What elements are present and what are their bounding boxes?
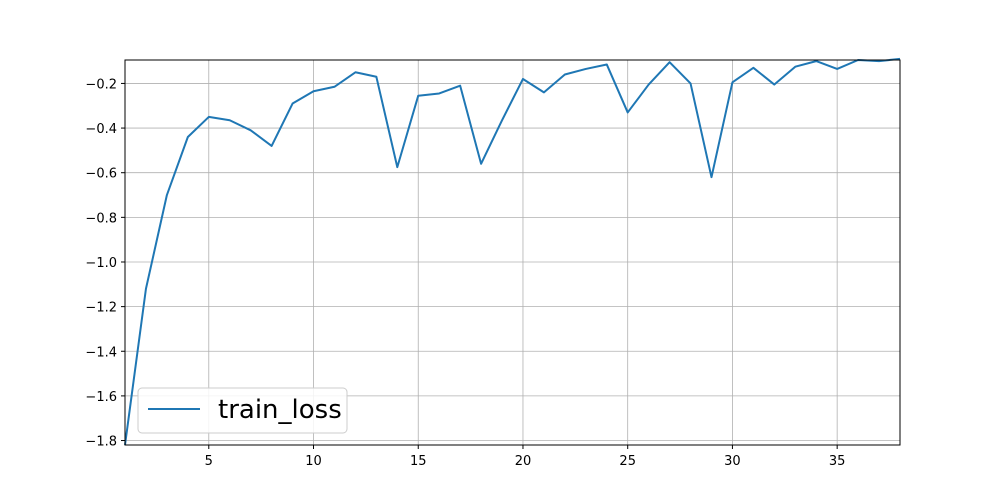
x-axis: 5 10 15 20 25 30 35 — [205, 445, 846, 469]
y-tick-label: −1.0 — [85, 256, 117, 271]
y-tick-label: −1.2 — [85, 301, 117, 316]
legend-label: train_loss — [218, 395, 342, 425]
x-tick-label: 25 — [619, 454, 636, 469]
legend: train_loss — [137, 387, 348, 434]
series-layer — [124, 57, 901, 446]
x-tick-label: 35 — [829, 454, 846, 469]
y-tick-label: −0.4 — [85, 122, 117, 137]
y-axis: −1.8 −1.6 −1.4 −1.2 −1.0 −0.8 −0.6 −0.4 −0.2 — [85, 77, 125, 450]
plot-frame — [124, 59, 901, 446]
y-tick-label: −1.4 — [85, 345, 117, 360]
x-tick-label: 30 — [724, 454, 741, 469]
y-tick-label: −1.6 — [85, 390, 117, 405]
x-tick-label: 10 — [305, 454, 322, 469]
y-tick-label: −0.6 — [85, 167, 117, 182]
series-line-train_loss — [124, 57, 901, 446]
y-tick-label: −0.2 — [85, 77, 117, 92]
y-tick-label: −1.8 — [85, 435, 117, 450]
grid-lines — [125, 60, 900, 445]
x-tick-label: 15 — [410, 454, 427, 469]
x-tick-label: 20 — [515, 454, 532, 469]
y-tick-label: −0.8 — [85, 211, 117, 226]
x-tick-label: 5 — [205, 454, 213, 469]
legend-box — [137, 387, 348, 434]
